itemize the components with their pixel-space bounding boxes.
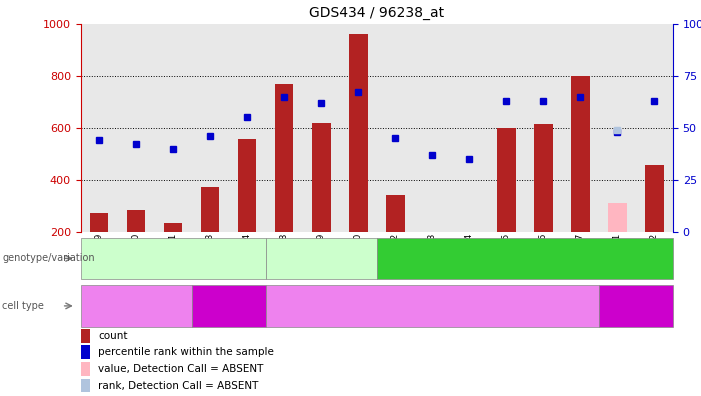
Title: GDS434 / 96238_at: GDS434 / 96238_at (309, 6, 444, 20)
Bar (460, 232, 479, 246)
Text: genotype/variation: genotype/variation (2, 253, 95, 263)
Bar (423, 232, 442, 245)
Bar (90, 213, 109, 232)
Text: Abca1 +/-: Abca1 +/- (146, 253, 200, 263)
Bar (238, 139, 257, 232)
Bar (275, 84, 294, 232)
Text: cell type: cell type (2, 301, 44, 311)
Bar (201, 187, 219, 232)
Text: liver: liver (625, 301, 646, 311)
Bar (497, 128, 516, 232)
Bar (571, 76, 590, 232)
Bar (608, 203, 627, 232)
Text: embryonic stem cell: embryonic stem cell (383, 301, 482, 311)
Bar (349, 34, 367, 232)
Bar (312, 122, 330, 232)
Bar (534, 124, 552, 232)
Bar (645, 166, 664, 232)
Text: value, Detection Call = ABSENT: value, Detection Call = ABSENT (98, 364, 264, 374)
Text: percentile rank within the sample: percentile rank within the sample (98, 347, 274, 357)
Text: count: count (98, 331, 128, 341)
Text: liver: liver (218, 301, 239, 311)
Text: control: control (505, 253, 544, 263)
Bar (164, 223, 182, 232)
Bar (127, 209, 145, 232)
Text: embryonic stem cell: embryonic stem cell (86, 301, 186, 311)
Bar (386, 195, 404, 232)
Text: Cdk4 +/-: Cdk4 +/- (297, 253, 346, 263)
Text: rank, Detection Call = ABSENT: rank, Detection Call = ABSENT (98, 381, 259, 390)
